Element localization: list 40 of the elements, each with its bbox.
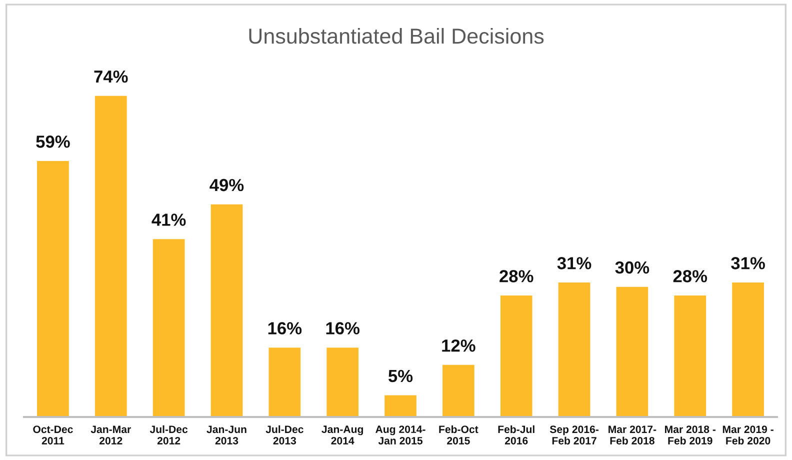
x-tick-label: Mar 2017- Feb 2018 bbox=[608, 426, 656, 444]
x-tick-label: Mar 2018 - Feb 2019 bbox=[665, 426, 716, 444]
bar bbox=[616, 286, 648, 417]
chart-title: Unsubstantiated Bail Decisions bbox=[249, 28, 544, 44]
x-tick-label: Mar 2019 - Feb 2020 bbox=[722, 426, 774, 444]
data-label: 12% bbox=[442, 339, 476, 352]
x-tick-label: Feb-Jul 2016 bbox=[498, 425, 534, 444]
data-label: 16% bbox=[326, 322, 360, 334]
bar bbox=[442, 364, 474, 417]
x-tick-label: Aug 2014- Jan 2015 bbox=[376, 426, 426, 444]
data-label: 28% bbox=[500, 270, 534, 282]
x-tick-label: Jan-Mar 2012 bbox=[90, 426, 131, 444]
bar bbox=[732, 282, 764, 417]
bar bbox=[326, 348, 359, 417]
bar bbox=[500, 295, 532, 417]
bar bbox=[674, 295, 706, 417]
bar bbox=[94, 96, 127, 417]
data-label: 31% bbox=[731, 257, 765, 270]
bar bbox=[384, 395, 416, 417]
x-tick-label: Jul-Dec 2013 bbox=[266, 425, 304, 444]
data-label: 28% bbox=[673, 270, 708, 282]
data-label: 59% bbox=[36, 136, 70, 148]
bar bbox=[210, 204, 243, 417]
data-label: 31% bbox=[557, 257, 592, 270]
data-label: 74% bbox=[94, 70, 128, 83]
x-tick-label: Oct-Dec 2011 bbox=[33, 426, 73, 444]
bar bbox=[558, 282, 590, 417]
data-label: 49% bbox=[210, 178, 244, 192]
data-label: 30% bbox=[615, 261, 650, 274]
data-label: 41% bbox=[152, 214, 186, 226]
data-label: 16% bbox=[268, 322, 302, 334]
data-label: 5% bbox=[388, 370, 413, 382]
x-tick-label: Sep 2016- Feb 2017 bbox=[550, 426, 598, 444]
x-tick-label: Feb-Oct 2015 bbox=[439, 425, 478, 444]
x-tick-label: Jan-Jun 2013 bbox=[206, 426, 246, 444]
bar bbox=[152, 239, 185, 417]
x-tick-label: Jul-Dec 2012 bbox=[150, 425, 188, 444]
bar bbox=[268, 348, 301, 417]
bar bbox=[37, 160, 69, 417]
x-tick-label: Jan-Aug 2014 bbox=[322, 426, 363, 444]
